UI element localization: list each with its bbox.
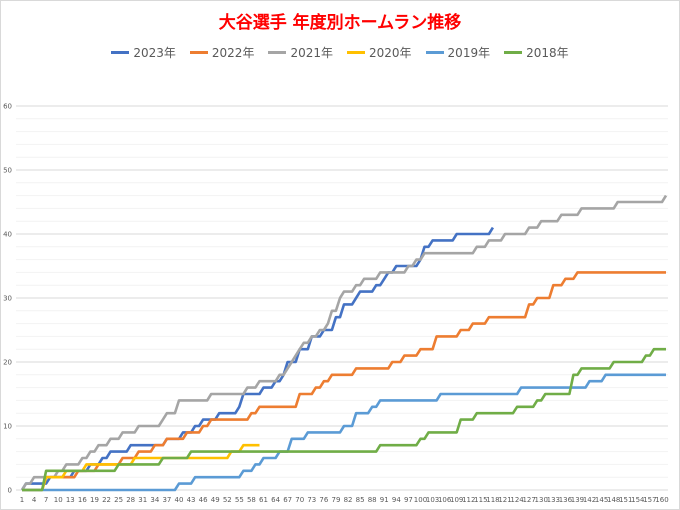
x-tick-label: 112 [462, 496, 475, 504]
x-tick-label: 79 [331, 496, 340, 504]
x-tick-label: 157 [643, 496, 656, 504]
legend-item: 2020年 [347, 44, 412, 61]
x-tick-label: 4 [32, 496, 37, 504]
legend-swatch [268, 51, 287, 54]
x-tick-label: 37 [162, 496, 171, 504]
legend-item: 2019年 [425, 44, 491, 61]
legend-item: 2021年 [268, 44, 333, 61]
x-tick-label: 61 [259, 496, 268, 504]
x-tick-label: 133 [547, 496, 560, 504]
legend-item: 2018年 [504, 44, 569, 61]
x-tick-label: 67 [283, 496, 292, 504]
x-tick-label: 118 [486, 496, 499, 504]
x-tick-label: 40 [175, 496, 184, 504]
x-tick-label: 148 [607, 496, 620, 504]
y-tick-label: 40 [3, 231, 12, 239]
x-tick-label: 19 [90, 496, 99, 504]
legend-swatch [425, 51, 444, 54]
x-tick-label: 151 [619, 496, 632, 504]
x-tick-label: 16 [78, 496, 87, 504]
series-line-2019 [22, 373, 666, 492]
x-tick-label: 136 [559, 496, 573, 504]
x-tick-label: 43 [187, 496, 196, 504]
x-tick-label: 145 [595, 496, 608, 504]
x-tick-label: 34 [150, 496, 159, 504]
x-tick-label: 97 [404, 496, 413, 504]
x-tick-label: 88 [368, 496, 377, 504]
x-tick-label: 103 [426, 496, 439, 504]
y-tick-label: 20 [3, 359, 12, 367]
x-tick-label: 55 [235, 496, 244, 504]
legend-label: 2022年 [211, 46, 255, 60]
x-tick-label: 31 [138, 496, 147, 504]
legend-item: 2023年 [111, 44, 176, 61]
x-tick-label: 13 [66, 496, 75, 504]
series-line-2022 [22, 271, 666, 492]
y-tick-label: 0 [8, 487, 12, 495]
x-tick-label: 94 [392, 496, 401, 504]
x-tick-label: 22 [102, 496, 111, 504]
x-tick-label: 25 [114, 496, 123, 504]
series-line-2018 [22, 347, 666, 492]
chart-title: 大谷選手 年度別ホームラン推移 [218, 13, 462, 33]
legend-swatch [504, 51, 523, 54]
y-tick-label: 30 [3, 295, 12, 303]
x-tick-label: 160 [655, 496, 668, 504]
x-tick-label: 64 [271, 496, 280, 504]
x-tick-label: 82 [344, 496, 353, 504]
x-tick-label: 127 [522, 496, 535, 504]
y-tick-label: 60 [3, 103, 12, 111]
legend-label: 2018年 [526, 46, 569, 60]
x-tick-label: 154 [631, 496, 645, 504]
legend-label: 2021年 [290, 46, 333, 60]
legend-label: 2020年 [369, 46, 412, 60]
x-tick-label: 70 [295, 496, 304, 504]
x-tick-label: 52 [223, 496, 232, 504]
x-tick-label: 91 [380, 496, 389, 504]
x-tick-label: 10 [54, 496, 63, 504]
legend-label: 2019年 [447, 46, 491, 60]
x-tick-label: 124 [510, 496, 524, 504]
y-tick-label: 50 [3, 167, 12, 175]
x-tick-label: 100 [414, 496, 427, 504]
x-tick-label: 7 [44, 496, 48, 504]
series-line-2021 [20, 194, 668, 491]
x-tick-label: 1 [20, 496, 24, 504]
x-tick-label: 142 [583, 496, 596, 504]
x-tick-label: 85 [356, 496, 365, 504]
legend-swatch [189, 51, 208, 54]
x-tick-label: 28 [126, 496, 135, 504]
series-line-2023 [20, 226, 495, 491]
x-tick-label: 139 [571, 496, 584, 504]
x-tick-label: 46 [199, 496, 208, 504]
legend-item: 2022年 [189, 44, 255, 61]
x-tick-label: 58 [247, 496, 256, 504]
y-tick-label: 10 [3, 423, 12, 431]
x-tick-label: 106 [438, 496, 452, 504]
x-tick-label: 76 [319, 496, 328, 504]
legend-swatch [111, 51, 130, 54]
legend-label: 2023年 [133, 46, 176, 60]
x-tick-label: 73 [307, 496, 316, 504]
x-tick-label: 115 [474, 496, 487, 504]
x-tick-label: 49 [211, 496, 220, 504]
x-tick-label: 130 [535, 496, 548, 504]
legend: 2023年 2022年 2021年 2020年 2019年 2018年 [0, 44, 680, 61]
x-tick-label: 121 [498, 496, 511, 504]
x-tick-label: 109 [450, 496, 463, 504]
legend-swatch [347, 51, 365, 54]
series-line-2020 [22, 443, 260, 492]
